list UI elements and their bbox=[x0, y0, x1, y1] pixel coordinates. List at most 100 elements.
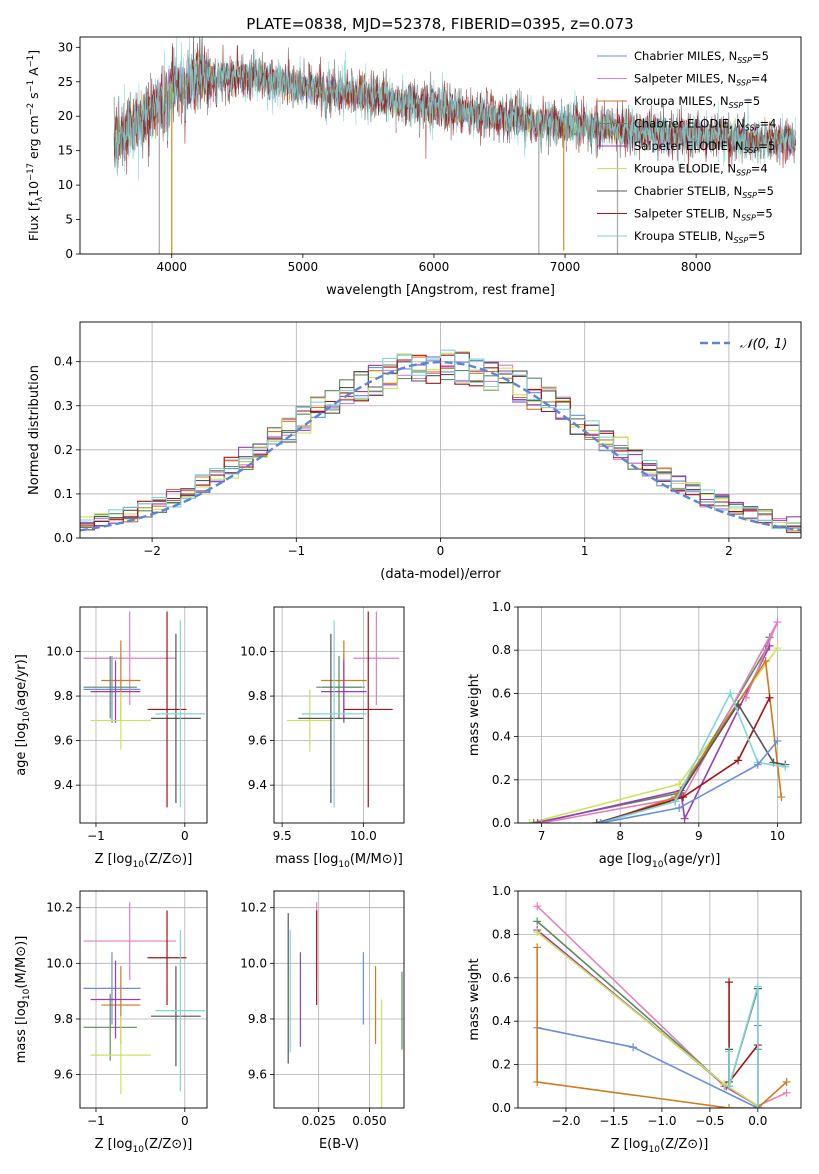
weight-marker-0 bbox=[533, 902, 542, 911]
y-tick-label: 20 bbox=[58, 109, 73, 123]
x-tick-label: 1 bbox=[581, 544, 589, 558]
weight-marker-4 bbox=[629, 1043, 638, 1052]
x-tick-label: 0.0 bbox=[748, 1114, 767, 1128]
axes-frame-mass_weight_vs_age bbox=[517, 606, 802, 824]
y-axis-label: mass weight bbox=[467, 958, 482, 1040]
grid-age_vs_mass bbox=[274, 607, 404, 823]
legend-label-normal: 𝒩(0, 1) bbox=[740, 337, 787, 352]
x-axis-label: Z [log10(Z/Z⊙)] bbox=[611, 1137, 709, 1155]
legend-label-7: Salpeter STELIB, NSSP=5 bbox=[634, 207, 773, 223]
y-axis-label: Normed distribution bbox=[27, 365, 42, 495]
weight-line-8 bbox=[728, 986, 759, 1108]
y-tick-label: 1.0 bbox=[492, 884, 511, 898]
y-tick-label: 0.0 bbox=[54, 531, 73, 545]
y-tick-label: 15 bbox=[58, 144, 73, 158]
y-tick-label: 9.8 bbox=[54, 689, 73, 703]
y-axis-label: mass [log10(M/M⊙)] bbox=[14, 936, 32, 1064]
plots-layer: 4000 5000 6000 7000 8000051015202530waveleng… bbox=[14, 36, 802, 1155]
weight-marker-3 bbox=[537, 819, 546, 823]
weight-marker-5 bbox=[533, 1077, 542, 1086]
weight-marker-4 bbox=[761, 657, 770, 665]
x-tick-label: 0 bbox=[181, 829, 189, 843]
weight-marker-8 bbox=[725, 1082, 734, 1091]
weight-marker-3 bbox=[741, 693, 750, 702]
y-tick-label: 9.4 bbox=[248, 778, 267, 792]
weight-marker-3 bbox=[773, 618, 782, 627]
weight-marker-3 bbox=[720, 1080, 729, 1089]
axes-mass_weight_vs_Z: −2.0 −1.5 −1.0 −0.5 0.0 0.0 0.2 0.4 0.6 0.8 1.0 Z [… bbox=[467, 884, 802, 1155]
y-tick-label: 5 bbox=[65, 213, 73, 227]
weight-marker-5 bbox=[734, 756, 743, 765]
x-tick-label: −1 bbox=[87, 829, 105, 843]
legend-label-5: Kroupa ELODIE, NSSP=4 bbox=[634, 162, 768, 178]
weight-marker-0 bbox=[773, 644, 782, 653]
weight-marker-8 bbox=[675, 803, 684, 812]
x-tick-label: 7 bbox=[538, 829, 546, 843]
axes-mass_vs_EBV: 0.025 0.050 9.6 9.8 10.0 10.2 E(B-V) bbox=[240, 890, 405, 1152]
y-axis-label: mass weight bbox=[467, 674, 482, 756]
y-tick-label: 0.0 bbox=[492, 1101, 511, 1115]
weight-line-4 bbox=[537, 1025, 759, 1108]
y-tick-label: 10.0 bbox=[46, 645, 73, 659]
weight-marker-7 bbox=[726, 689, 735, 698]
legend-label-2: Kroupa MILES, NSSP=5 bbox=[634, 94, 760, 110]
weight-line-3 bbox=[541, 621, 779, 823]
legend-label-6: Chabrier STELIB, NSSP=5 bbox=[634, 184, 774, 200]
weight-line-2 bbox=[537, 645, 771, 823]
y-tick-label: 9.6 bbox=[248, 1068, 267, 1082]
weight-line-1 bbox=[533, 636, 771, 823]
y-tick-label: 9.6 bbox=[248, 734, 267, 748]
x-tick-label: 9.5 bbox=[273, 829, 292, 843]
weight-line-3 bbox=[536, 931, 759, 1107]
weight-marker-0 bbox=[782, 1088, 791, 1097]
axes-frame-age_vs_Z bbox=[79, 606, 208, 824]
weight-marker-2 bbox=[680, 814, 689, 823]
y-tick-label: 0.3 bbox=[54, 399, 73, 413]
plot-area-mass_weight_vs_age bbox=[525, 618, 790, 823]
x-axis-label: E(B-V) bbox=[319, 1137, 359, 1152]
y-tick-label: 0.2 bbox=[54, 443, 73, 457]
grid-mass_weight_vs_age bbox=[518, 606, 801, 824]
y-tick-label: 0 bbox=[65, 247, 73, 261]
y-axis-label: Flux [fλ10−17 erg cm−2 s−1 A−1] bbox=[26, 50, 45, 241]
y-tick-label: 9.6 bbox=[54, 1068, 73, 1082]
weight-marker-8 bbox=[753, 982, 762, 991]
axes-age_vs_mass: 9.5 10.0 9.4 9.6 9.8 10.0 mass [log10(M/M⊙)] bbox=[240, 606, 405, 870]
axes-frame-spectrum bbox=[79, 36, 802, 255]
weight-marker-5 bbox=[725, 1104, 734, 1108]
x-tick-label: 9 bbox=[695, 829, 703, 843]
x-tick-label: 8 bbox=[616, 829, 624, 843]
histogram-series-8 bbox=[80, 349, 801, 530]
plot-area-age_vs_Z bbox=[83, 611, 206, 808]
x-tick-label: 7000 bbox=[550, 260, 581, 274]
weight-marker-0 bbox=[525, 819, 534, 823]
plot-area-mass_vs_EBV bbox=[287, 902, 403, 1108]
y-tick-label: 0.8 bbox=[492, 643, 511, 657]
legend-label-4: Salpeter ELODIE, NSSP=5 bbox=[634, 139, 775, 155]
x-axis-label: Z [log10(Z/Z⊙)] bbox=[95, 852, 193, 870]
weight-marker-5 bbox=[782, 1077, 791, 1086]
weight-marker-8 bbox=[773, 736, 782, 745]
y-tick-label: 10.0 bbox=[240, 956, 267, 970]
x-tick-label: −1 bbox=[287, 544, 305, 558]
x-axis-label: wavelength [Angstrom, rest frame] bbox=[326, 283, 555, 298]
x-tick-label: −2.0 bbox=[551, 1114, 580, 1128]
x-tick-label: 10 bbox=[770, 829, 785, 843]
y-tick-label: 10.0 bbox=[240, 645, 267, 659]
axes-frame-mass_vs_EBV bbox=[273, 890, 405, 1109]
x-tick-label: 2 bbox=[725, 544, 733, 558]
weight-line-8 bbox=[600, 740, 779, 823]
x-tick-label: 5000 bbox=[288, 260, 319, 274]
x-axis-label: mass [log10(M/M⊙)] bbox=[275, 852, 403, 870]
weight-marker-8 bbox=[596, 819, 605, 823]
x-tick-label: 10.0 bbox=[350, 829, 377, 843]
y-tick-label: 0.4 bbox=[54, 355, 73, 369]
weight-marker-6 bbox=[725, 978, 734, 987]
weight-marker-6 bbox=[592, 819, 601, 823]
weight-marker-5 bbox=[765, 693, 774, 702]
x-tick-label: 0.050 bbox=[352, 1114, 386, 1128]
x-tick-label: −1.5 bbox=[599, 1114, 628, 1128]
plot-area-spectrum bbox=[113, 37, 796, 254]
weight-marker-0 bbox=[675, 780, 684, 789]
